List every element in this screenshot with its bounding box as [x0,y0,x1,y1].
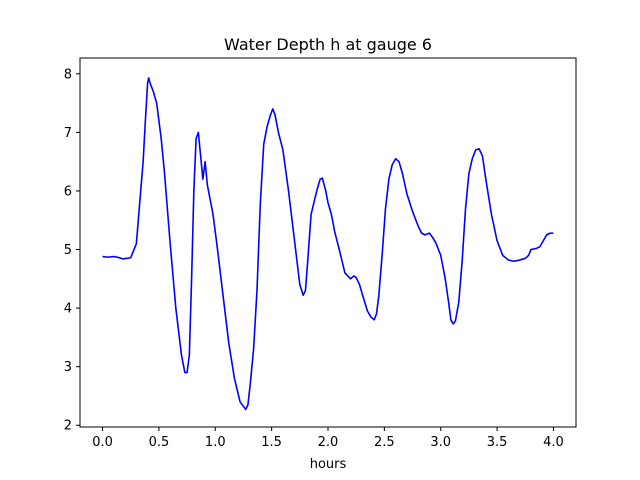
y-tick-label: 4 [64,302,72,317]
y-tick-label: 5 [64,243,72,258]
plot-frame [79,57,577,428]
x-axis-label: hours [310,457,347,472]
x-tick-label: 1.0 [205,435,226,450]
x-tick-label: 3.0 [430,435,451,450]
y-tick-label: 6 [64,184,72,199]
x-tick-label: 1.5 [261,435,282,450]
x-tick-label: 0.0 [92,435,113,450]
y-tick-label: 8 [64,67,72,82]
plot-area [102,77,554,411]
y-tick-label: 2 [64,419,72,434]
series-line-0 [102,77,554,411]
x-axis: 0.0 0.5 1.0 1.5 2.0 2.5 3.0 3.5 4.0 [92,427,564,450]
y-tick-label: 3 [64,360,72,375]
x-tick-label: 2.0 [318,435,339,450]
chart-title: Water Depth h at gauge 6 [224,35,432,54]
y-tick-label: 7 [64,126,72,141]
y-axis: 2 3 4 5 6 7 8 [64,67,80,434]
x-tick-label: 2.5 [374,435,395,450]
x-tick-label: 3.5 [487,435,508,450]
x-tick-label: 4.0 [543,435,564,450]
x-tick-label: 0.5 [149,435,170,450]
